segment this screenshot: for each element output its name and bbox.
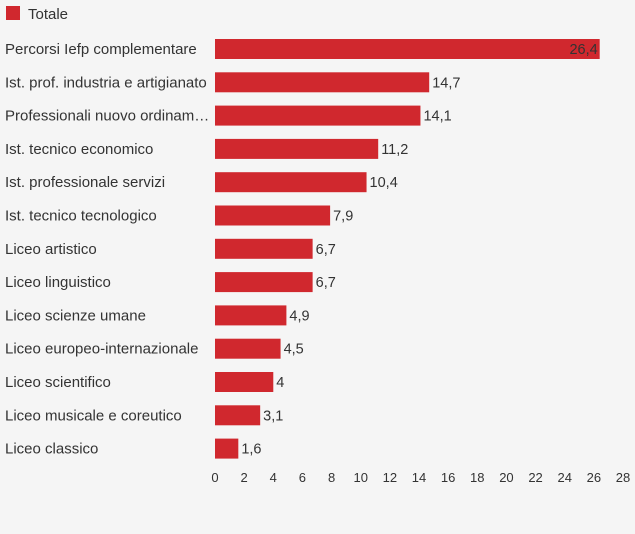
x-tick-label: 22 (528, 470, 542, 485)
category-label: Ist. tecnico economico (5, 141, 153, 158)
bar[interactable] (215, 172, 367, 193)
category-label: Liceo linguistico (5, 274, 111, 291)
bars (215, 39, 600, 459)
bar[interactable] (215, 272, 313, 293)
value-label: 4,5 (284, 342, 304, 358)
bar[interactable] (215, 372, 274, 392)
category-label: Ist. professionale servizi (5, 174, 165, 191)
x-axis-ticks: 0 2 4 6 8 10 12 14 16 18 20 22 24 26 28 (211, 470, 630, 485)
bar[interactable] (215, 305, 287, 326)
x-tick-label: 26 (587, 470, 601, 485)
x-tick-label: 2 (241, 470, 248, 485)
bar[interactable] (215, 39, 600, 59)
x-tick-label: 24 (557, 470, 571, 485)
value-label: 10,4 (370, 175, 398, 191)
category-label: Liceo europeo-internazionale (5, 341, 198, 358)
legend-label: Totale (28, 6, 68, 23)
x-tick-label: 12 (383, 470, 397, 485)
category-label: Percorsi Iefp complementare (5, 41, 197, 58)
value-label: 26,4 (569, 42, 597, 58)
bar[interactable] (215, 138, 379, 159)
legend-swatch (6, 6, 20, 20)
bar[interactable] (215, 205, 331, 226)
value-label: 3,1 (263, 408, 283, 424)
value-label: 6,7 (316, 275, 336, 291)
value-label: 14,1 (423, 109, 451, 125)
bar[interactable] (215, 438, 239, 459)
bar[interactable] (215, 105, 421, 126)
value-label: 6,7 (316, 242, 336, 258)
bar[interactable] (215, 405, 261, 426)
x-tick-label: 4 (270, 470, 277, 485)
value-label: 4 (276, 375, 284, 391)
value-label: 11,2 (381, 142, 408, 158)
x-tick-label: 8 (328, 470, 335, 485)
x-tick-label: 0 (211, 470, 218, 485)
x-tick-label: 14 (412, 470, 426, 485)
category-label: Liceo scientifico (5, 374, 111, 391)
legend: Totale (6, 6, 68, 23)
value-label: 1,6 (241, 442, 261, 458)
x-tick-label: 10 (353, 470, 367, 485)
x-tick-label: 28 (616, 470, 630, 485)
category-label: Liceo artistico (5, 241, 97, 258)
category-label: Ist. tecnico tecnologico (5, 208, 157, 225)
category-label: Liceo classico (5, 441, 98, 458)
category-label: Liceo scienze umane (5, 307, 146, 324)
x-tick-label: 6 (299, 470, 306, 485)
value-label: 14,7 (432, 75, 460, 91)
category-labels: Percorsi Iefp complementare Ist. prof. in… (5, 41, 209, 458)
bar[interactable] (215, 72, 430, 93)
x-tick-label: 18 (470, 470, 484, 485)
bar[interactable] (215, 338, 281, 359)
x-tick-label: 16 (441, 470, 455, 485)
value-labels: 26,4 14,7 14,1 11,2 10,4 7,9 6,7 6,7 4,9 4,5 4 3,1 1… (241, 42, 597, 458)
category-label: Ist. prof. industria e artigianato (5, 74, 207, 91)
category-label: Liceo musicale e coreutico (5, 407, 182, 424)
category-label: Professionali nuovo ordinam… (5, 108, 209, 125)
x-tick-label: 20 (499, 470, 513, 485)
value-label: 7,9 (333, 209, 353, 225)
value-label: 4,9 (289, 308, 309, 324)
bar[interactable] (215, 238, 313, 259)
